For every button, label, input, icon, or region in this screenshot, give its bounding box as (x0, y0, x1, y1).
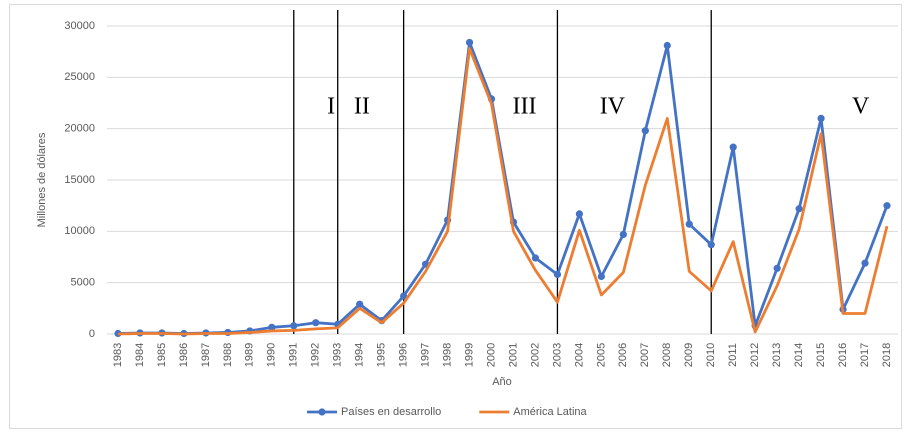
x-tick-label: 2010 (705, 343, 717, 367)
period-label: V (852, 94, 870, 120)
x-tick-label: 2012 (749, 343, 761, 367)
x-tick-label: 2000 (485, 343, 497, 367)
x-tick-label: 1992 (310, 343, 322, 367)
x-tick-label: 1990 (266, 343, 278, 367)
legend-marker (318, 408, 326, 416)
x-tick-label: 2007 (639, 343, 651, 367)
x-tick-label: 2001 (507, 343, 519, 367)
data-point (663, 41, 671, 50)
x-tick-label: 2002 (529, 343, 541, 367)
y-tick-label: 10000 (64, 225, 95, 237)
x-tick-label: 1983 (112, 343, 124, 367)
data-point (817, 114, 825, 122)
x-tick-label: 2004 (573, 343, 585, 367)
x-axis-title: Año (492, 376, 512, 388)
x-tick-label: 2009 (683, 343, 695, 367)
data-point (400, 292, 408, 300)
y-tick-label: 15000 (64, 174, 95, 186)
x-tick-label: 1986 (178, 343, 190, 367)
y-axis-title: Millones de dólares (36, 132, 48, 227)
x-tick-label: 1991 (288, 343, 300, 367)
x-tick-label: 2006 (617, 343, 629, 367)
x-tick-label: 2018 (881, 343, 893, 367)
data-point (575, 210, 584, 218)
x-tick-label: 1996 (398, 343, 410, 367)
data-point (597, 272, 605, 281)
data-point (465, 38, 474, 47)
series-line (117, 41, 889, 335)
data-point (268, 323, 276, 331)
data-point (312, 319, 320, 327)
legend-label: Países en desarrollo (341, 406, 441, 418)
chart-border (9, 4, 902, 429)
period-label: I (327, 94, 335, 120)
data-point (773, 264, 781, 272)
data-point (707, 241, 715, 249)
x-tick-label: 2003 (551, 343, 563, 367)
data-point (290, 322, 298, 330)
period-label: IV (600, 94, 626, 120)
x-tick-label: 1998 (441, 343, 453, 367)
period-label: II (354, 94, 370, 120)
data-point (883, 202, 891, 210)
x-tick-label: 1987 (200, 343, 212, 367)
data-point (641, 127, 649, 135)
x-tick-label: 1997 (420, 343, 432, 367)
series-line (117, 47, 889, 336)
x-tick-label: 2005 (595, 343, 607, 367)
x-tick-label: 1988 (222, 343, 234, 367)
legend-label: América Latina (513, 406, 587, 418)
x-tick-label: 1985 (156, 343, 168, 367)
x-tick-label: 2011 (727, 343, 739, 367)
x-tick-label: 1994 (354, 343, 366, 367)
x-tick-label: 2015 (815, 343, 827, 367)
data-point (531, 254, 540, 262)
x-tick-label: 1999 (463, 343, 475, 367)
x-tick-label: 2013 (771, 343, 783, 367)
y-tick-label: 25000 (64, 71, 95, 83)
x-tick-label: 1989 (244, 343, 256, 367)
y-tick-label: 20000 (64, 123, 95, 135)
x-tick-label: 2014 (793, 343, 805, 367)
y-tick-label: 5000 (71, 277, 95, 289)
x-tick-label: 2016 (837, 343, 849, 367)
data-point (553, 270, 562, 279)
data-point (795, 205, 803, 213)
x-tick-label: 2017 (859, 343, 871, 367)
x-tick-label: 1995 (376, 343, 388, 367)
x-tick-label: 2008 (661, 343, 673, 367)
data-point (619, 230, 627, 239)
data-point (685, 220, 693, 228)
y-tick-label: 0 (89, 328, 95, 340)
x-tick-label: 1984 (134, 343, 146, 367)
x-tick-label: 1993 (332, 343, 344, 367)
data-point (729, 143, 737, 151)
data-point (356, 300, 364, 308)
period-label: III (512, 94, 536, 120)
y-tick-label: 30000 (64, 20, 95, 32)
data-point (861, 259, 869, 267)
